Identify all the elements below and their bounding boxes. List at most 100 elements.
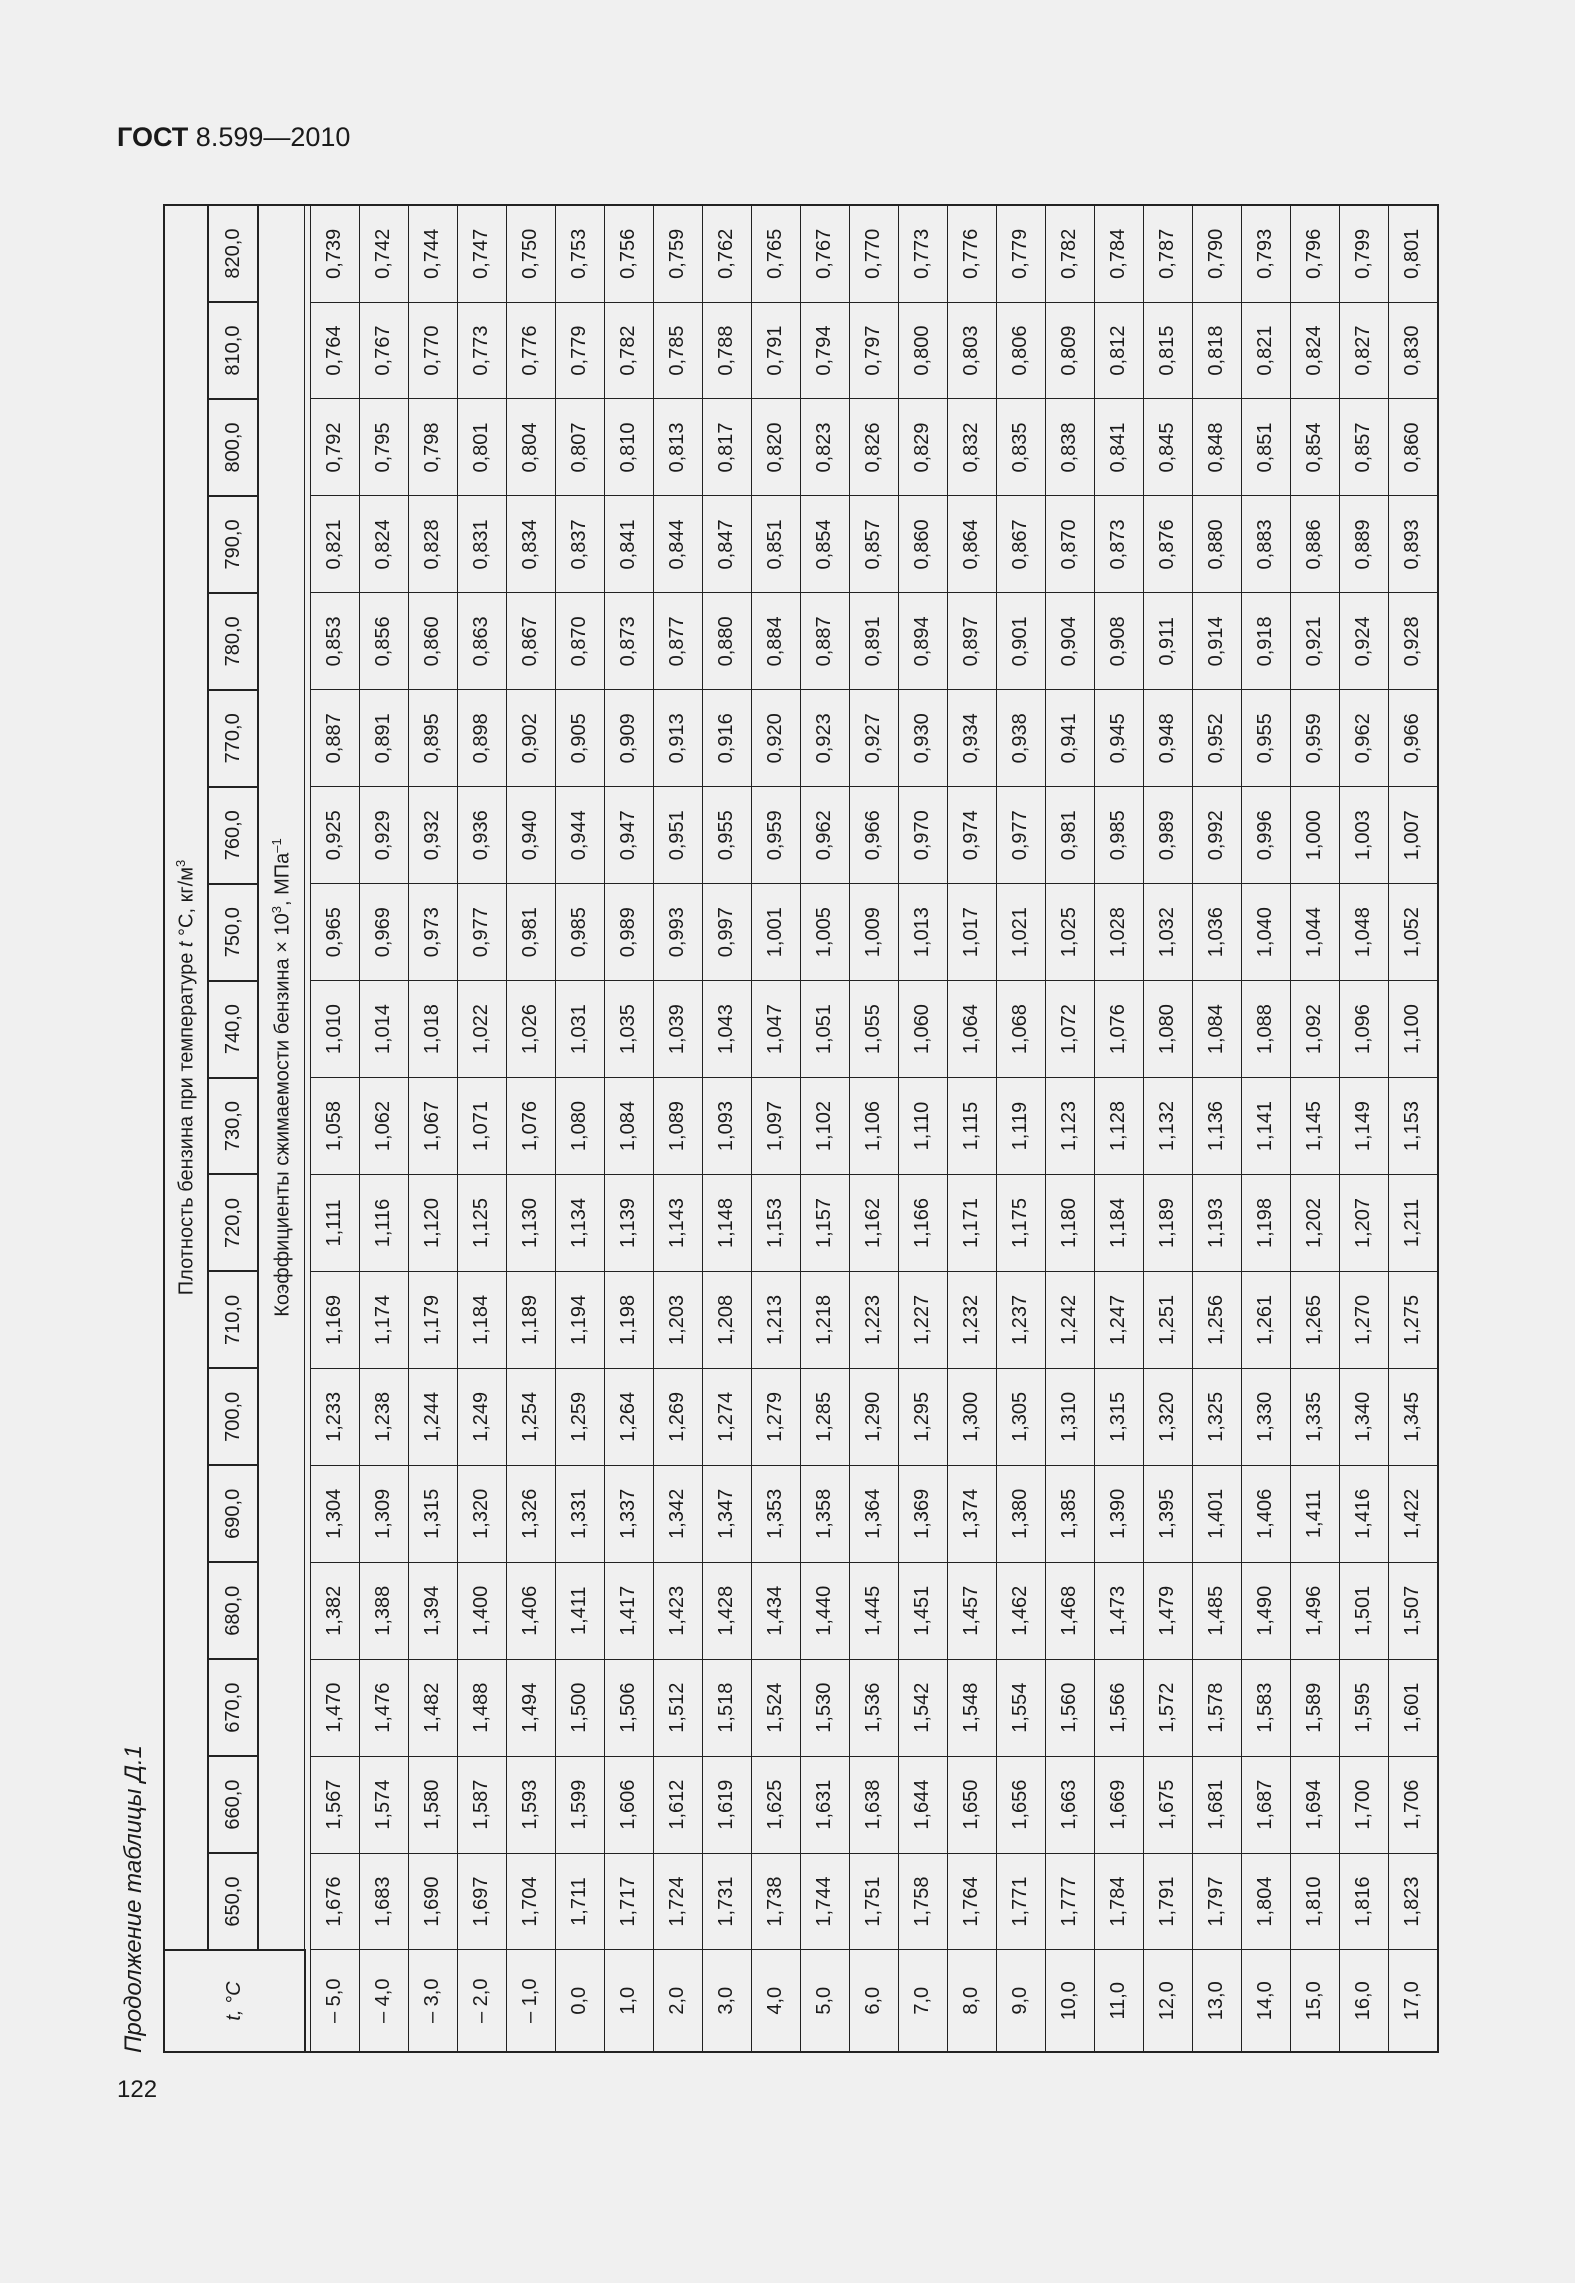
standard-number: 8.599—2010 [195, 122, 351, 152]
coefficient-cell: 0,792 [310, 399, 359, 496]
coefficient-cell: 1,111 [310, 1174, 359, 1272]
coefficient-cell: 0,800 [898, 302, 947, 399]
coefficient-cell: 1,797 [1192, 1853, 1241, 1950]
coefficient-cell: 1,174 [359, 1271, 408, 1369]
coefficient-cell: 0,841 [604, 495, 653, 593]
coefficient-cell: 1,663 [1045, 1756, 1094, 1854]
coefficient-cell: 0,891 [849, 592, 898, 690]
coefficient-cell: 1,001 [751, 883, 800, 981]
coefficient-cell: 1,738 [751, 1853, 800, 1950]
coefficient-cell: 0,914 [1192, 592, 1241, 690]
coefficient-cell: 1,468 [1045, 1562, 1094, 1660]
coefficient-cell: 0,776 [506, 302, 555, 399]
density-header: Плотность бензина при температуре t °С, … [164, 205, 208, 1950]
coefficient-cell: 0,844 [653, 495, 702, 593]
coefficient-cell: 0,876 [1143, 495, 1192, 593]
coefficient-cell: 1,380 [996, 1465, 1045, 1563]
coefficient-cell: 0,851 [751, 495, 800, 593]
coefficient-cell: 0,966 [1388, 689, 1438, 787]
coefficient-cell: 1,777 [1045, 1853, 1094, 1950]
temperature-cell: 15,0 [1290, 1950, 1339, 2052]
coefficient-cell: 1,052 [1388, 883, 1438, 981]
coefficient-cell: 1,476 [359, 1659, 408, 1757]
coefficient-cell: 1,254 [506, 1368, 555, 1466]
density-column-header: 810,0 [208, 302, 258, 399]
coefficient-cell: 1,232 [947, 1271, 996, 1369]
coefficient-cell: 0,916 [702, 689, 751, 787]
coefficient-cell: 1,261 [1241, 1271, 1290, 1369]
coefficient-cell: 0,934 [947, 689, 996, 787]
table-row: 4,0 1,738 1,625 1,524 1,434 1,353 1,279 1,213 1,… [751, 205, 800, 2052]
coefficient-cell: 1,256 [1192, 1271, 1241, 1369]
coefficient-cell: 1,194 [555, 1271, 604, 1369]
coefficient-cell: 1,048 [1339, 883, 1388, 981]
temperature-cell: – 4,0 [359, 1950, 408, 2052]
coefficient-cell: 0,925 [310, 786, 359, 884]
temperature-cell: – 5,0 [310, 1950, 359, 2052]
coefficient-cell: 1,335 [1290, 1368, 1339, 1466]
coefficient-cell: 0,909 [604, 689, 653, 787]
coefficient-cell: 0,795 [359, 399, 408, 496]
coefficient-cell: 1,406 [506, 1562, 555, 1660]
coefficient-cell: 1,305 [996, 1368, 1045, 1466]
coefficient-cell: 1,462 [996, 1562, 1045, 1660]
coefficient-cell: 0,996 [1241, 786, 1290, 884]
coefficient-cell: 0,894 [898, 592, 947, 690]
coefficient-cell: 0,920 [751, 689, 800, 787]
coefficient-cell: 1,067 [408, 1077, 457, 1175]
coefficient-cell: 1,512 [653, 1659, 702, 1757]
coefficient-cell: 0,793 [1241, 205, 1290, 303]
coefficient-cell: 0,955 [1241, 689, 1290, 787]
coefficient-cell: 1,264 [604, 1368, 653, 1466]
coefficient-cell: 1,574 [359, 1756, 408, 1854]
coefficient-cell: 0,985 [555, 883, 604, 981]
coefficient-cell: 0,801 [457, 399, 506, 496]
coefficient-cell: 0,923 [800, 689, 849, 787]
coefficient-cell: 1,554 [996, 1659, 1045, 1757]
coefficient-cell: 1,681 [1192, 1756, 1241, 1854]
coefficient-cell: 1,084 [1192, 980, 1241, 1078]
density-column-header: 650,0 [208, 1853, 258, 1950]
coefficient-cell: 1,295 [898, 1368, 947, 1466]
coefficient-cell: 0,851 [1241, 399, 1290, 496]
coefficient-cell: 1,578 [1192, 1659, 1241, 1757]
coefficient-cell: 0,992 [1192, 786, 1241, 884]
coefficient-cell: 0,904 [1045, 592, 1094, 690]
coefficient-cell: 1,100 [1388, 980, 1438, 1078]
coefficient-cell: 1,326 [506, 1465, 555, 1563]
coefficient-cell: 1,548 [947, 1659, 996, 1757]
coefficient-cell: 1,583 [1241, 1659, 1290, 1757]
coefficient-cell: 0,854 [1290, 399, 1339, 496]
table-row: 7,0 1,758 1,644 1,542 1,451 1,369 1,295 1,227 1,… [898, 205, 947, 2052]
table-row: 3,0 1,731 1,619 1,518 1,428 1,347 1,274 1,208 1,… [702, 205, 751, 2052]
coefficient-cell: 1,202 [1290, 1174, 1339, 1272]
coefficient-cell: 1,566 [1094, 1659, 1143, 1757]
density-column-header: 700,0 [208, 1368, 258, 1466]
coefficient-cell: 0,797 [849, 302, 898, 399]
coefficient-cell: 0,962 [1339, 689, 1388, 787]
coefficient-cell: 1,656 [996, 1756, 1045, 1854]
coefficient-cell: 0,860 [408, 592, 457, 690]
coefficient-cell: 0,877 [653, 592, 702, 690]
temperature-cell: 14,0 [1241, 1950, 1290, 2052]
coefficient-cell: 1,451 [898, 1562, 947, 1660]
coefficient-cell: 1,025 [1045, 883, 1094, 981]
coefficient-cell: 1,810 [1290, 1853, 1339, 1950]
coefficient-cell: 0,873 [1094, 495, 1143, 593]
table-row: 15,0 1,810 1,694 1,589 1,496 1,411 1,335 1,265 1… [1290, 205, 1339, 2052]
coefficient-cell: 1,687 [1241, 1756, 1290, 1854]
table-row: 11,0 1,784 1,669 1,566 1,473 1,390 1,315 1,247 1… [1094, 205, 1143, 2052]
temperature-cell: 13,0 [1192, 1950, 1241, 2052]
coefficient-cell: 1,022 [457, 980, 506, 1078]
coefficient-cell: 1,791 [1143, 1853, 1192, 1950]
coefficient-cell: 0,977 [996, 786, 1045, 884]
coefficient-cell: 0,750 [506, 205, 555, 303]
coefficient-cell: 1,764 [947, 1853, 996, 1950]
coefficient-cell: 1,470 [310, 1659, 359, 1757]
table-row: 13,0 1,797 1,681 1,578 1,485 1,401 1,325 1,256 1… [1192, 205, 1241, 2052]
coefficient-cell: 1,330 [1241, 1368, 1290, 1466]
density-column-header: 680,0 [208, 1562, 258, 1660]
coef-header-sup2: –1 [268, 838, 284, 853]
coefficient-cell: 0,945 [1094, 689, 1143, 787]
temperature-header: t, °C [164, 1950, 305, 2052]
